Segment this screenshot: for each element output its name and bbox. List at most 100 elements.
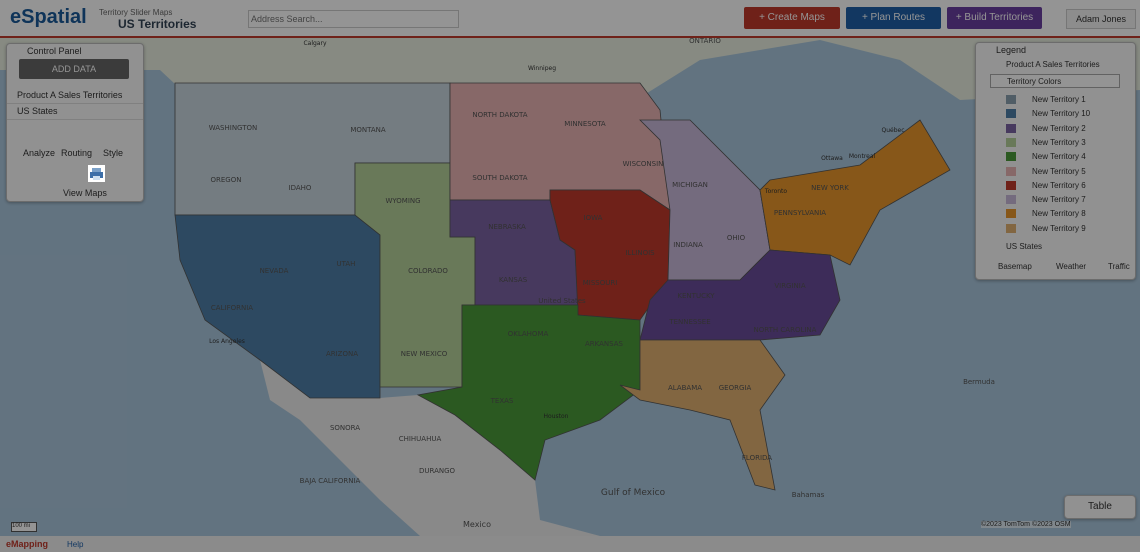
weather-tab[interactable]: Weather bbox=[1056, 262, 1087, 271]
map-label: Los Angeles bbox=[209, 338, 245, 345]
map-label: ARIZONA bbox=[326, 350, 358, 358]
control-panel: Control Panel ADD DATA Product A Sales T… bbox=[6, 43, 144, 202]
legend-layer[interactable]: Product A Sales Territories bbox=[1006, 60, 1100, 69]
map-label: United States bbox=[538, 297, 586, 305]
print-icon bbox=[93, 176, 100, 180]
print-icon bbox=[90, 172, 103, 178]
legend-item[interactable]: New Territory 5 bbox=[1006, 166, 1086, 176]
legend-dropdown[interactable]: Territory Colors bbox=[990, 74, 1120, 88]
territory-south-central bbox=[416, 304, 641, 481]
map-label: NEBRASKA bbox=[488, 223, 526, 231]
legend-item[interactable]: New Territory 9 bbox=[1006, 223, 1086, 233]
map-label: SONORA bbox=[330, 424, 360, 432]
territory-southeast bbox=[619, 339, 786, 491]
build-territories-button[interactable]: + Build Territories bbox=[947, 7, 1042, 29]
attribution: ©2023 TomTom ©2023 OSM bbox=[981, 521, 1071, 528]
analyze-tool[interactable]: Analyze bbox=[23, 148, 56, 158]
map-label: TENNESSEE bbox=[668, 318, 710, 326]
map-label: VIRGINIA bbox=[774, 282, 806, 290]
scale-bar: 100 mi bbox=[11, 522, 37, 532]
legend-layer[interactable]: US States bbox=[1006, 242, 1043, 251]
map-label: WISCONSIN bbox=[623, 160, 664, 168]
layer-row[interactable]: US States bbox=[7, 103, 143, 120]
legend-item[interactable]: New Territory 1 bbox=[1006, 95, 1086, 104]
map-label: ALABAMA bbox=[668, 384, 702, 392]
layer-row[interactable]: Product A Sales Territories bbox=[7, 87, 143, 104]
territory-central-south bbox=[639, 249, 841, 341]
map-label: NORTH DAKOTA bbox=[472, 111, 527, 119]
territories bbox=[174, 82, 951, 491]
print-icon bbox=[92, 168, 101, 172]
map-label: NORTH CAROLINA bbox=[754, 326, 817, 334]
basemap-tab[interactable]: Basemap bbox=[998, 262, 1032, 271]
legend-item[interactable]: New Territory 10 bbox=[1006, 109, 1090, 119]
map-label: WASHINGTON bbox=[209, 124, 258, 132]
map-label: OREGON bbox=[211, 176, 242, 184]
map-label: MINNESOTA bbox=[564, 120, 606, 128]
map-label: Bermuda bbox=[963, 378, 995, 386]
print-button-highlight[interactable] bbox=[88, 165, 105, 182]
legend-title: Legend bbox=[996, 45, 1027, 55]
help-link[interactable]: Help bbox=[67, 540, 84, 549]
map-label: Bahamas bbox=[792, 491, 825, 499]
map-label: TEXAS bbox=[490, 397, 514, 405]
map-label: Gulf of Mexico bbox=[601, 488, 666, 498]
legend-item[interactable]: New Territory 8 bbox=[1006, 209, 1086, 219]
legend-item[interactable]: New Territory 4 bbox=[1006, 152, 1086, 162]
plan-routes-button[interactable]: + Plan Routes bbox=[846, 7, 941, 29]
map-label: KENTUCKY bbox=[677, 292, 715, 300]
map-label: MISSOURI bbox=[583, 279, 618, 287]
map-label: Houston bbox=[544, 413, 569, 420]
map-label: WYOMING bbox=[385, 197, 420, 205]
table-button[interactable]: Table bbox=[1064, 495, 1136, 519]
map-name[interactable]: US Territories bbox=[118, 17, 197, 31]
traffic-tab[interactable]: Traffic bbox=[1108, 262, 1130, 271]
map-label: DURANGO bbox=[419, 467, 456, 475]
map-label: ARKANSAS bbox=[585, 340, 624, 348]
map-label: INDIANA bbox=[673, 241, 703, 249]
map-label: Winnipeg bbox=[528, 65, 556, 72]
legend-item[interactable]: New Territory 2 bbox=[1006, 123, 1086, 133]
search-input[interactable] bbox=[248, 10, 459, 28]
map-label: ONTARIO bbox=[689, 37, 721, 45]
style-tool[interactable]: Style bbox=[103, 148, 124, 158]
map-label: Toronto bbox=[764, 188, 787, 195]
map-label: SOUTH DAKOTA bbox=[472, 174, 527, 182]
map-label: Mexico bbox=[463, 520, 491, 529]
map-group: Territory Slider Maps bbox=[99, 8, 173, 17]
add-data-button[interactable]: ADD DATA bbox=[19, 59, 129, 79]
map-label: OHIO bbox=[727, 234, 746, 242]
map-label: BAJA CALIFORNIA bbox=[300, 477, 361, 485]
footer: eMapping Help bbox=[0, 536, 1140, 552]
map-label: GEORGIA bbox=[719, 384, 752, 392]
map-label: ILLINOIS bbox=[625, 249, 655, 257]
map-label: MICHIGAN bbox=[672, 181, 708, 189]
legend-item[interactable]: New Territory 7 bbox=[1006, 195, 1086, 205]
map-label: PENNSYLVANIA bbox=[774, 209, 826, 217]
map-label: Montreal bbox=[849, 153, 876, 160]
map-label: MONTANA bbox=[350, 126, 386, 134]
map-label: OKLAHOMA bbox=[508, 330, 549, 338]
legend-item[interactable]: New Territory 3 bbox=[1006, 137, 1086, 147]
legend-item[interactable]: New Territory 6 bbox=[1006, 180, 1086, 190]
map-label: Ottawa bbox=[821, 155, 843, 162]
map-label: NEW MEXICO bbox=[401, 350, 448, 358]
top-bar: eSpatial Territory Slider Maps US Territ… bbox=[0, 0, 1140, 38]
map-labels: Calgary Winnipeg ONTARIO Québec Montreal… bbox=[209, 37, 995, 529]
map-label: FLORIDA bbox=[742, 454, 772, 462]
logo[interactable]: eSpatial bbox=[10, 6, 87, 28]
user-menu[interactable]: Adam Jones bbox=[1066, 9, 1136, 29]
map-label: COLORADO bbox=[408, 267, 448, 275]
map-label: CALIFORNIA bbox=[211, 304, 253, 312]
footer-brand: eMapping bbox=[6, 539, 48, 549]
routing-tool[interactable]: Routing bbox=[61, 148, 93, 158]
map-label: NEW YORK bbox=[811, 184, 849, 192]
map-label: CHIHUAHUA bbox=[399, 435, 442, 443]
map-label: Québec bbox=[881, 127, 904, 134]
create-maps-button[interactable]: + Create Maps bbox=[744, 7, 840, 29]
view-maps-link[interactable]: View Maps bbox=[63, 188, 107, 198]
map-label: NEVADA bbox=[260, 267, 289, 275]
